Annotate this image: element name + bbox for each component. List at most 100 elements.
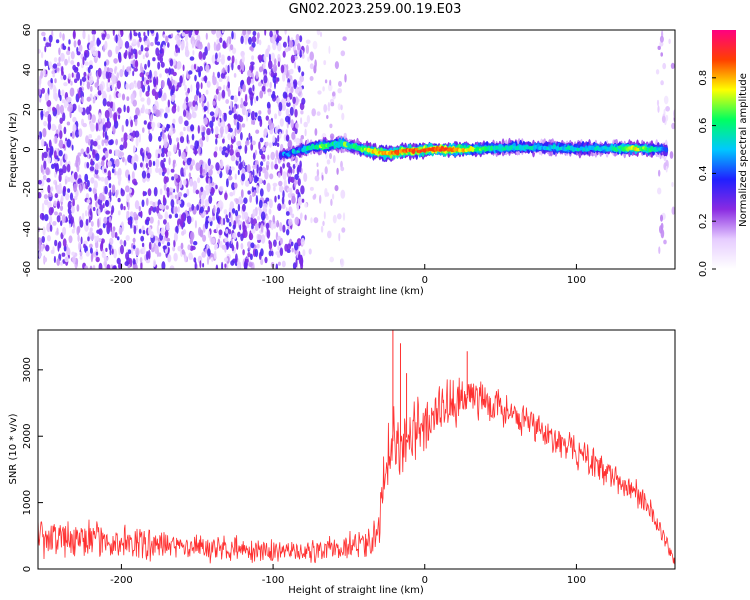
figure-title: GN02.2023.259.00.19.E03	[288, 2, 462, 17]
noise-speckle	[160, 227, 165, 236]
noise-speckle	[95, 256, 100, 263]
noise-speckle	[133, 32, 138, 37]
noise-speckle	[268, 53, 271, 60]
noise-speckle	[221, 149, 226, 156]
noise-speckle	[43, 194, 49, 200]
noise-speckle	[49, 215, 53, 224]
noise-speckle	[262, 166, 266, 174]
noise-speckle	[110, 102, 113, 109]
bottom-y-axis-label: SNR (10 * v/v)	[8, 413, 19, 484]
noise-speckle	[95, 50, 98, 59]
top-y-tick-label: 0	[22, 146, 33, 152]
noise-speckle	[341, 112, 345, 121]
noise-speckle	[247, 251, 251, 258]
noise-speckle	[237, 203, 241, 212]
noise-speckle	[158, 167, 163, 176]
noise-speckle	[236, 263, 241, 269]
noise-speckle	[232, 47, 237, 54]
noise-speckle	[167, 150, 172, 157]
noise-speckle	[72, 255, 76, 264]
noise-speckle	[306, 114, 311, 124]
noise-speckle	[53, 150, 57, 159]
noise-speckle	[118, 114, 121, 120]
ridge-blob	[664, 147, 669, 153]
noise-speckle	[203, 117, 208, 125]
noise-speckle	[190, 255, 194, 260]
noise-speckle	[237, 231, 241, 238]
noise-speckle	[208, 168, 213, 176]
noise-speckle	[186, 157, 192, 166]
noise-speckle	[312, 40, 318, 50]
noise-speckle	[299, 164, 302, 173]
noise-speckle	[193, 149, 198, 155]
noise-speckle	[182, 64, 185, 72]
noise-speckle	[133, 211, 137, 218]
noise-speckle	[147, 30, 150, 37]
noise-speckle	[120, 203, 124, 211]
colorbar-tick-label: 0.8	[698, 70, 709, 86]
noise-speckle	[134, 82, 138, 88]
noise-speckle	[46, 222, 51, 233]
noise-speckle	[60, 194, 64, 203]
noise-speckle	[88, 216, 91, 223]
noise-speckle	[235, 198, 239, 205]
noise-speckle	[186, 188, 190, 197]
noise-speckle	[279, 222, 283, 232]
noise-speckle	[105, 210, 111, 215]
noise-speckle	[259, 137, 264, 143]
noise-speckle	[194, 260, 197, 269]
noise-speckle	[181, 151, 186, 160]
noise-speckle	[155, 109, 160, 118]
noise-speckle	[295, 258, 298, 268]
noise-speckle	[294, 178, 297, 188]
noise-speckle	[147, 249, 151, 260]
noise-speckle	[161, 80, 165, 88]
noise-speckle	[287, 116, 291, 125]
noise-speckle	[99, 242, 104, 252]
noise-speckle	[222, 146, 227, 152]
noise-speckle	[92, 187, 97, 195]
noise-speckle	[92, 99, 95, 104]
noise-speckle	[69, 192, 74, 201]
noise-speckle	[660, 52, 663, 57]
noise-speckle	[340, 258, 345, 268]
noise-speckle	[68, 39, 71, 45]
noise-speckle	[251, 42, 256, 48]
noise-speckle	[130, 93, 135, 101]
noise-speckle	[192, 100, 196, 107]
noise-speckle	[286, 187, 292, 193]
noise-speckle	[274, 195, 277, 203]
noise-speckle	[89, 265, 93, 269]
noise-speckle	[115, 138, 118, 146]
noise-speckle	[106, 33, 110, 40]
noise-speckle	[123, 140, 128, 149]
noise-speckle	[272, 63, 278, 73]
noise-speckle	[181, 32, 186, 37]
noise-speckle	[69, 87, 75, 97]
noise-speckle	[257, 32, 260, 39]
noise-speckle	[62, 74, 67, 81]
noise-speckle	[249, 91, 254, 102]
noise-speckle	[233, 136, 236, 143]
noise-speckle	[122, 65, 125, 73]
noise-speckle	[141, 199, 145, 208]
noise-speckle	[131, 171, 135, 180]
noise-speckle	[183, 126, 186, 132]
noise-speckle	[222, 67, 225, 74]
noise-speckle	[297, 178, 301, 187]
noise-speckle	[90, 158, 93, 166]
noise-speckle	[104, 176, 109, 186]
noise-speckle	[139, 257, 143, 263]
noise-speckle	[294, 162, 299, 167]
noise-speckle	[54, 193, 59, 199]
noise-speckle	[241, 54, 245, 63]
noise-speckle	[230, 154, 236, 162]
noise-speckle	[330, 102, 335, 107]
noise-speckle	[113, 58, 118, 64]
noise-speckle	[246, 164, 251, 174]
noise-speckle	[290, 54, 295, 64]
noise-speckle	[53, 84, 56, 93]
noise-speckle	[74, 78, 78, 84]
noise-speckle	[142, 245, 146, 255]
noise-speckle	[168, 82, 172, 88]
